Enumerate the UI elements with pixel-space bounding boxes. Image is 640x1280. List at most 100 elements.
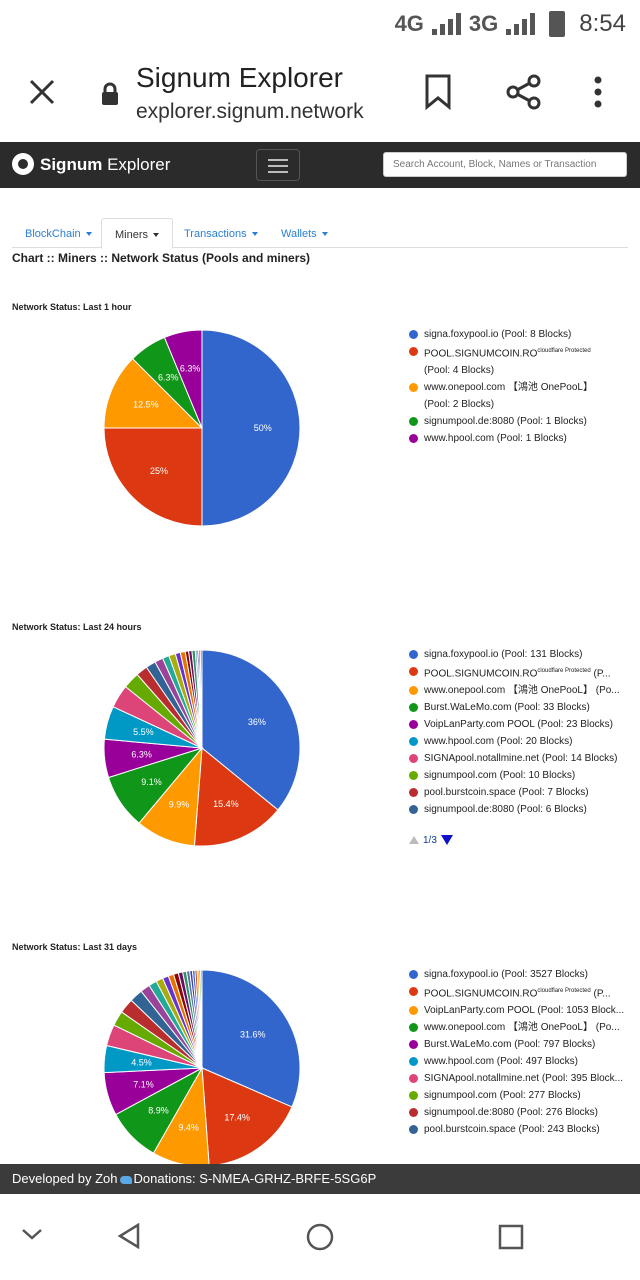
pie-slice[interactable] — [193, 747, 279, 847]
legend-sup: cloudflare Protected — [537, 668, 591, 674]
legend-text: POOL.SIGNUMCOIN.RO — [424, 348, 538, 360]
slice-label: 6.3% — [180, 363, 201, 373]
legend-text: signa.foxypool.io (Pool: 131 Blocks) — [424, 649, 583, 660]
pie-slice[interactable] — [201, 969, 301, 1108]
tab-miners[interactable]: Miners — [101, 218, 174, 249]
chevron-down-icon[interactable] — [20, 1226, 44, 1242]
tab-transactions[interactable]: Transactions — [184, 218, 258, 248]
legend-dot — [409, 737, 418, 747]
legend-item[interactable]: pool.burstcoin.space (Pool: 7 Blocks) — [409, 784, 631, 801]
browser-url[interactable]: explorer.signum.network — [136, 100, 364, 123]
more-options-icon[interactable] — [592, 74, 604, 110]
back-icon[interactable] — [116, 1222, 142, 1250]
legend-item[interactable]: signa.foxypool.io (Pool: 131 Blocks) — [409, 646, 631, 663]
legend-dot — [409, 1091, 418, 1101]
pie-slice[interactable] — [199, 649, 203, 749]
legend-item[interactable]: VoipLanParty.com POOL (Pool: 1053 Block.… — [409, 1002, 631, 1019]
legend-31d: signa.foxypool.io (Pool: 3527 Blocks) PO… — [409, 966, 631, 1138]
legend-item[interactable]: www.onepool.com 【鴻池 OnePooL】 (Po... — [409, 682, 631, 699]
legend-text: www.onepool.com 【鴻池 OnePooL】 — [424, 382, 593, 394]
legend-item[interactable]: POOL.SIGNUMCOIN.ROcloudflare Protected — [409, 343, 631, 362]
slice-label: 6.3% — [131, 750, 152, 760]
legend-text: www.hpool.com (Pool: 497 Blocks) — [424, 1056, 578, 1068]
legend-dot — [409, 1108, 418, 1118]
pie-slice[interactable] — [201, 649, 301, 811]
browser-toolbar: Signum Explorer explorer.signum.network — [0, 48, 640, 142]
legend-item[interactable]: www.hpool.com (Pool: 497 Blocks) — [409, 1053, 631, 1070]
pie-slice[interactable] — [200, 969, 203, 1069]
legend-text: SIGNApool.notallmine.net (Pool: 14 Block… — [424, 753, 618, 765]
legend-item[interactable]: signumpool.com (Pool: 277 Blocks) — [409, 1087, 631, 1104]
slice-label: 5.5% — [133, 727, 154, 737]
legend-item[interactable]: signumpool.de:8080 (Pool: 1 Blocks) — [409, 413, 631, 430]
signum-logo-icon[interactable] — [12, 153, 34, 175]
legend-text: pool.burstcoin.space (Pool: 7 Blocks) — [424, 787, 589, 799]
legend-dot — [409, 330, 418, 339]
bookmark-icon[interactable] — [424, 74, 452, 110]
brand-rest: Explorer — [107, 155, 171, 174]
battery-icon — [549, 11, 566, 37]
legend-item[interactable]: Burst.WaLeMo.com (Pool: 33 Blocks) — [409, 699, 631, 716]
site-brand[interactable]: Signum Explorer — [40, 155, 170, 175]
legend-item[interactable]: www.hpool.com (Pool: 1 Blocks) — [409, 430, 631, 447]
legend-text: signumpool.de:8080 (Pool: 276 Blocks) — [424, 1107, 598, 1119]
legend-item[interactable]: signumpool.com (Pool: 10 Blocks) — [409, 767, 631, 784]
legend-item[interactable]: signa.foxypool.io (Pool: 3527 Blocks) — [409, 966, 631, 983]
page-down-icon[interactable] — [440, 835, 453, 846]
search-input[interactable]: Search Account, Block, Names or Transact… — [383, 152, 627, 177]
tab-blockchain[interactable]: BlockChain — [25, 218, 92, 248]
legend-item[interactable]: POOL.SIGNUMCOIN.ROcloudflare Protected (… — [409, 663, 631, 682]
legend-text: signumpool.de:8080 (Pool: 1 Blocks) — [424, 416, 587, 428]
pie-slice[interactable] — [163, 329, 203, 429]
share-icon[interactable] — [506, 74, 542, 110]
recents-icon[interactable] — [498, 1224, 524, 1250]
pie-slice[interactable] — [103, 357, 204, 429]
legend-item[interactable]: pool.burstcoin.space (Pool: 243 Blocks) — [409, 1121, 631, 1138]
pie-slice[interactable] — [201, 329, 301, 527]
site-footer: Developed by Zoh Donations: S-NMEA-GRHZ-B… — [0, 1164, 640, 1194]
close-icon[interactable] — [26, 76, 58, 108]
slice-label: 12.5% — [133, 400, 159, 410]
slice-label: 15.4% — [213, 799, 239, 809]
legend-dot — [409, 987, 418, 996]
legend-dot — [409, 1040, 418, 1050]
legend-text: (Pool: 2 Blocks) — [424, 399, 495, 411]
android-nav-bar — [0, 1194, 640, 1280]
legend-item[interactable]: SIGNApool.notallmine.net (Pool: 395 Bloc… — [409, 1070, 631, 1087]
site-navbar: Signum Explorer Search Account, Block, N… — [0, 142, 640, 188]
legend-sup: cloudflare Protected — [537, 988, 591, 994]
legend-dot — [409, 720, 418, 730]
home-icon[interactable] — [305, 1222, 335, 1252]
legend-item[interactable]: POOL.SIGNUMCOIN.ROcloudflare Protected (… — [409, 983, 631, 1002]
legend-dot — [409, 771, 418, 781]
legend-item[interactable]: www.onepool.com 【鴻池 OnePooL】 (Po... — [409, 1019, 631, 1036]
pie-slice[interactable] — [201, 1067, 293, 1164]
pie-chart-24h: 36% 15.4% 9.9% 9.1% 6.3% 5.5% — [103, 649, 301, 847]
slice-label: 9.4% — [178, 1122, 199, 1132]
tab-wallets[interactable]: Wallets — [281, 218, 328, 248]
legend-item[interactable]: Burst.WaLeMo.com (Pool: 797 Blocks) — [409, 1036, 631, 1053]
legend-item[interactable]: VoipLanParty.com POOL (Pool: 23 Blocks) — [409, 716, 631, 733]
legend-text: signumpool.de:8080 (Pool: 6 Blocks) — [424, 804, 587, 816]
legend-item-cont: (Pool: 4 Blocks) — [409, 362, 631, 379]
slice-label: 50% — [254, 423, 272, 433]
legend-item[interactable]: www.onepool.com 【鴻池 OnePooL】 — [409, 379, 631, 396]
legend-item[interactable]: signumpool.de:8080 (Pool: 276 Blocks) — [409, 1104, 631, 1121]
legend-text: Burst.WaLeMo.com (Pool: 33 Blocks) — [424, 702, 590, 714]
legend-item[interactable]: signa.foxypool.io (Pool: 8 Blocks) — [409, 326, 631, 343]
legend-item[interactable]: www.hpool.com (Pool: 20 Blocks) — [409, 733, 631, 750]
legend-dot — [409, 686, 418, 696]
slice-label: 6.3% — [158, 372, 179, 382]
legend-item[interactable]: signumpool.de:8080 (Pool: 6 Blocks) — [409, 801, 631, 818]
legend-item[interactable]: SIGNApool.notallmine.net (Pool: 14 Block… — [409, 750, 631, 767]
menu-toggle-button[interactable] — [256, 149, 300, 181]
legend-text: signumpool.com (Pool: 10 Blocks) — [424, 770, 576, 782]
pie-slice[interactable] — [103, 427, 203, 527]
page-up-icon[interactable] — [409, 836, 419, 845]
legend-dot — [409, 970, 418, 979]
legend-dot — [409, 417, 418, 427]
twitter-bird-icon[interactable] — [119, 1175, 132, 1184]
status-bar: 4G 3G 8:54 — [0, 0, 640, 48]
caret-down-icon — [251, 232, 258, 237]
legend-text: signa.foxypool.io (Pool: 3527 Blocks) — [424, 969, 588, 980]
